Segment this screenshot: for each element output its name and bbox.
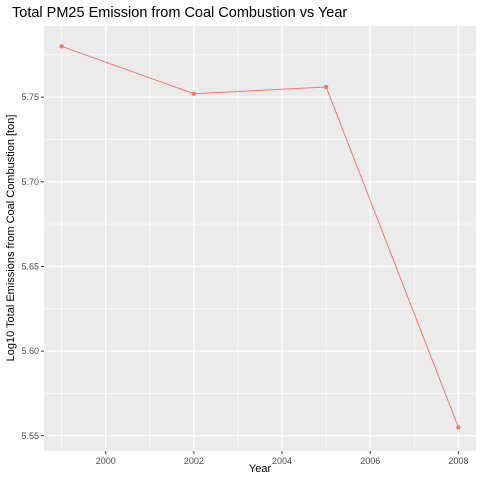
- series-line: [61, 45, 459, 428]
- x-tick-label: 2004: [272, 456, 292, 466]
- x-tick-label: 2000: [96, 456, 116, 466]
- y-tick-label: 5.75: [21, 92, 39, 102]
- data-point: [323, 84, 329, 90]
- data-point: [59, 44, 64, 49]
- data-point: [191, 91, 197, 96]
- x-tick-label: 2006: [360, 456, 380, 466]
- major-grid: [44, 26, 476, 451]
- y-tick-label: 5.60: [21, 346, 39, 356]
- axis-ticks: 2000 2002 2004 2006 2008 5.55 5.60 5.65 5.70 5.75: [21, 92, 468, 466]
- x-tick-label: 2002: [184, 456, 204, 466]
- plot-panel: [44, 26, 476, 451]
- y-tick-label: 5.65: [21, 261, 39, 271]
- x-axis-title: Year: [249, 463, 272, 475]
- y-tick-label: 5.55: [21, 431, 39, 441]
- x-tick-label: 2008: [448, 456, 468, 466]
- y-axis-title: Log10 Total Emissions from Coal Combusti…: [5, 115, 17, 362]
- chart-title: Total PM25 Emission from Coal Combustion…: [12, 5, 347, 21]
- data-point: [456, 425, 461, 430]
- series-layer: [59, 44, 461, 430]
- y-tick-label: 5.70: [21, 177, 39, 187]
